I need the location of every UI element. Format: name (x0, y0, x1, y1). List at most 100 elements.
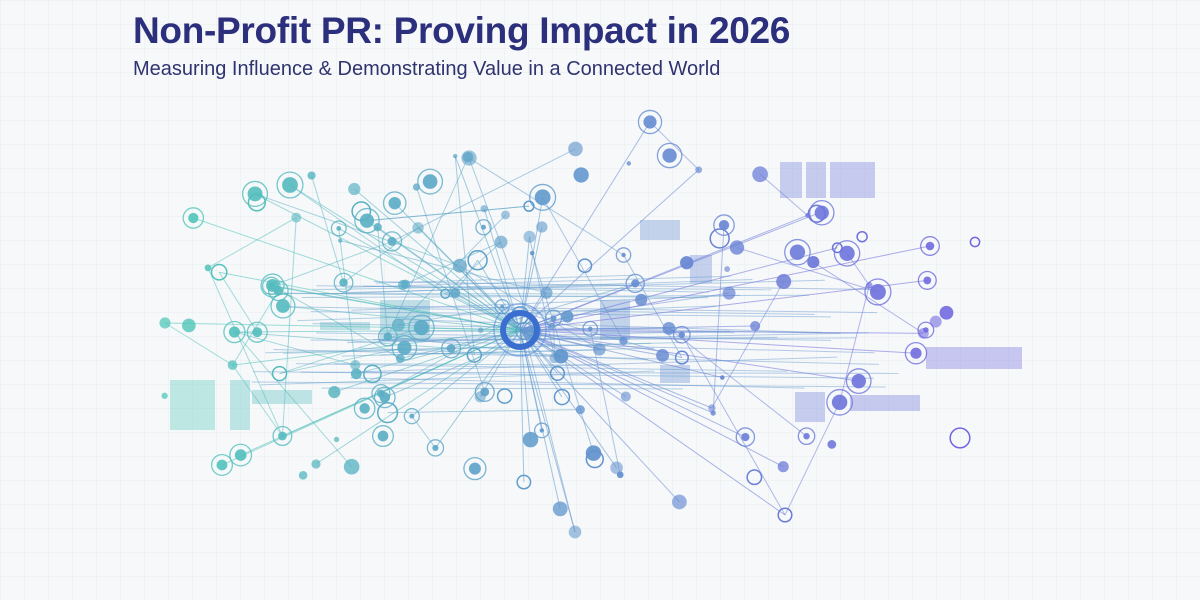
node (500, 304, 505, 309)
node (336, 226, 342, 231)
node (468, 462, 481, 475)
link (272, 284, 521, 331)
node-ring (371, 425, 394, 448)
node (851, 373, 866, 389)
node (662, 148, 677, 163)
node (412, 222, 424, 234)
node (741, 432, 750, 442)
node (678, 331, 686, 338)
link (366, 205, 529, 222)
node (422, 174, 438, 189)
node (752, 166, 768, 183)
node (718, 219, 730, 231)
node (204, 264, 212, 272)
node (298, 471, 308, 480)
node (643, 115, 657, 129)
node (501, 210, 510, 220)
node-ring (845, 368, 872, 394)
node (276, 299, 290, 313)
node (350, 368, 362, 380)
node (452, 153, 458, 159)
node-ring (417, 168, 444, 195)
node (383, 332, 393, 341)
link (668, 328, 807, 437)
link (377, 227, 389, 337)
node (234, 449, 247, 461)
link (411, 415, 436, 449)
link (316, 332, 832, 341)
node (708, 404, 716, 412)
link (273, 348, 880, 365)
node (831, 394, 848, 411)
node (477, 327, 484, 333)
node-ring (270, 293, 296, 319)
node-ring (333, 272, 354, 293)
node (720, 375, 725, 380)
link (459, 265, 600, 350)
link (387, 409, 581, 414)
link (334, 363, 611, 366)
link (411, 329, 521, 417)
link (279, 327, 422, 375)
network-nodes (159, 109, 981, 539)
node-ring (229, 443, 253, 467)
node-ring (516, 474, 532, 490)
node-ring (276, 171, 304, 199)
link (321, 387, 683, 390)
node-ring (969, 236, 981, 248)
node-ring (354, 207, 380, 234)
link (454, 155, 521, 331)
node (413, 319, 430, 336)
node (548, 322, 556, 330)
node-ring (904, 341, 928, 365)
node (388, 196, 401, 210)
network-links (164, 121, 931, 533)
link (623, 254, 683, 358)
node-ring (637, 109, 663, 135)
node-ring (376, 402, 399, 424)
node (789, 244, 806, 260)
node-ring (271, 365, 288, 382)
node-ring (856, 230, 868, 243)
node (593, 343, 606, 356)
node-ring (441, 338, 462, 359)
node (392, 318, 405, 332)
link (395, 318, 822, 334)
node-ring (426, 439, 445, 457)
node-ring (529, 183, 557, 211)
node (182, 318, 196, 333)
node (869, 284, 886, 300)
node (539, 428, 545, 433)
node-ring (467, 250, 488, 271)
link (712, 225, 725, 414)
link (519, 329, 746, 438)
link (379, 339, 875, 354)
link (373, 281, 874, 291)
node (619, 336, 628, 346)
link (519, 169, 699, 331)
node (474, 391, 486, 403)
node-ring (261, 276, 281, 296)
link (519, 329, 917, 354)
node-ring (371, 383, 391, 404)
link (334, 329, 521, 393)
link (296, 363, 788, 372)
node-ring (182, 207, 205, 229)
hub-ring (500, 310, 540, 350)
node-ring (475, 219, 492, 236)
decor-rect (806, 162, 826, 198)
node (397, 340, 412, 355)
link (784, 402, 841, 516)
link (283, 342, 682, 354)
link (542, 197, 624, 342)
node-ring (735, 427, 756, 447)
node (523, 230, 536, 243)
link (218, 271, 258, 333)
decor-rect (320, 322, 370, 330)
node-ring (920, 236, 940, 256)
hub-halo (493, 303, 547, 357)
node (282, 177, 298, 193)
link (380, 314, 521, 395)
link (321, 279, 753, 295)
node (350, 360, 361, 371)
